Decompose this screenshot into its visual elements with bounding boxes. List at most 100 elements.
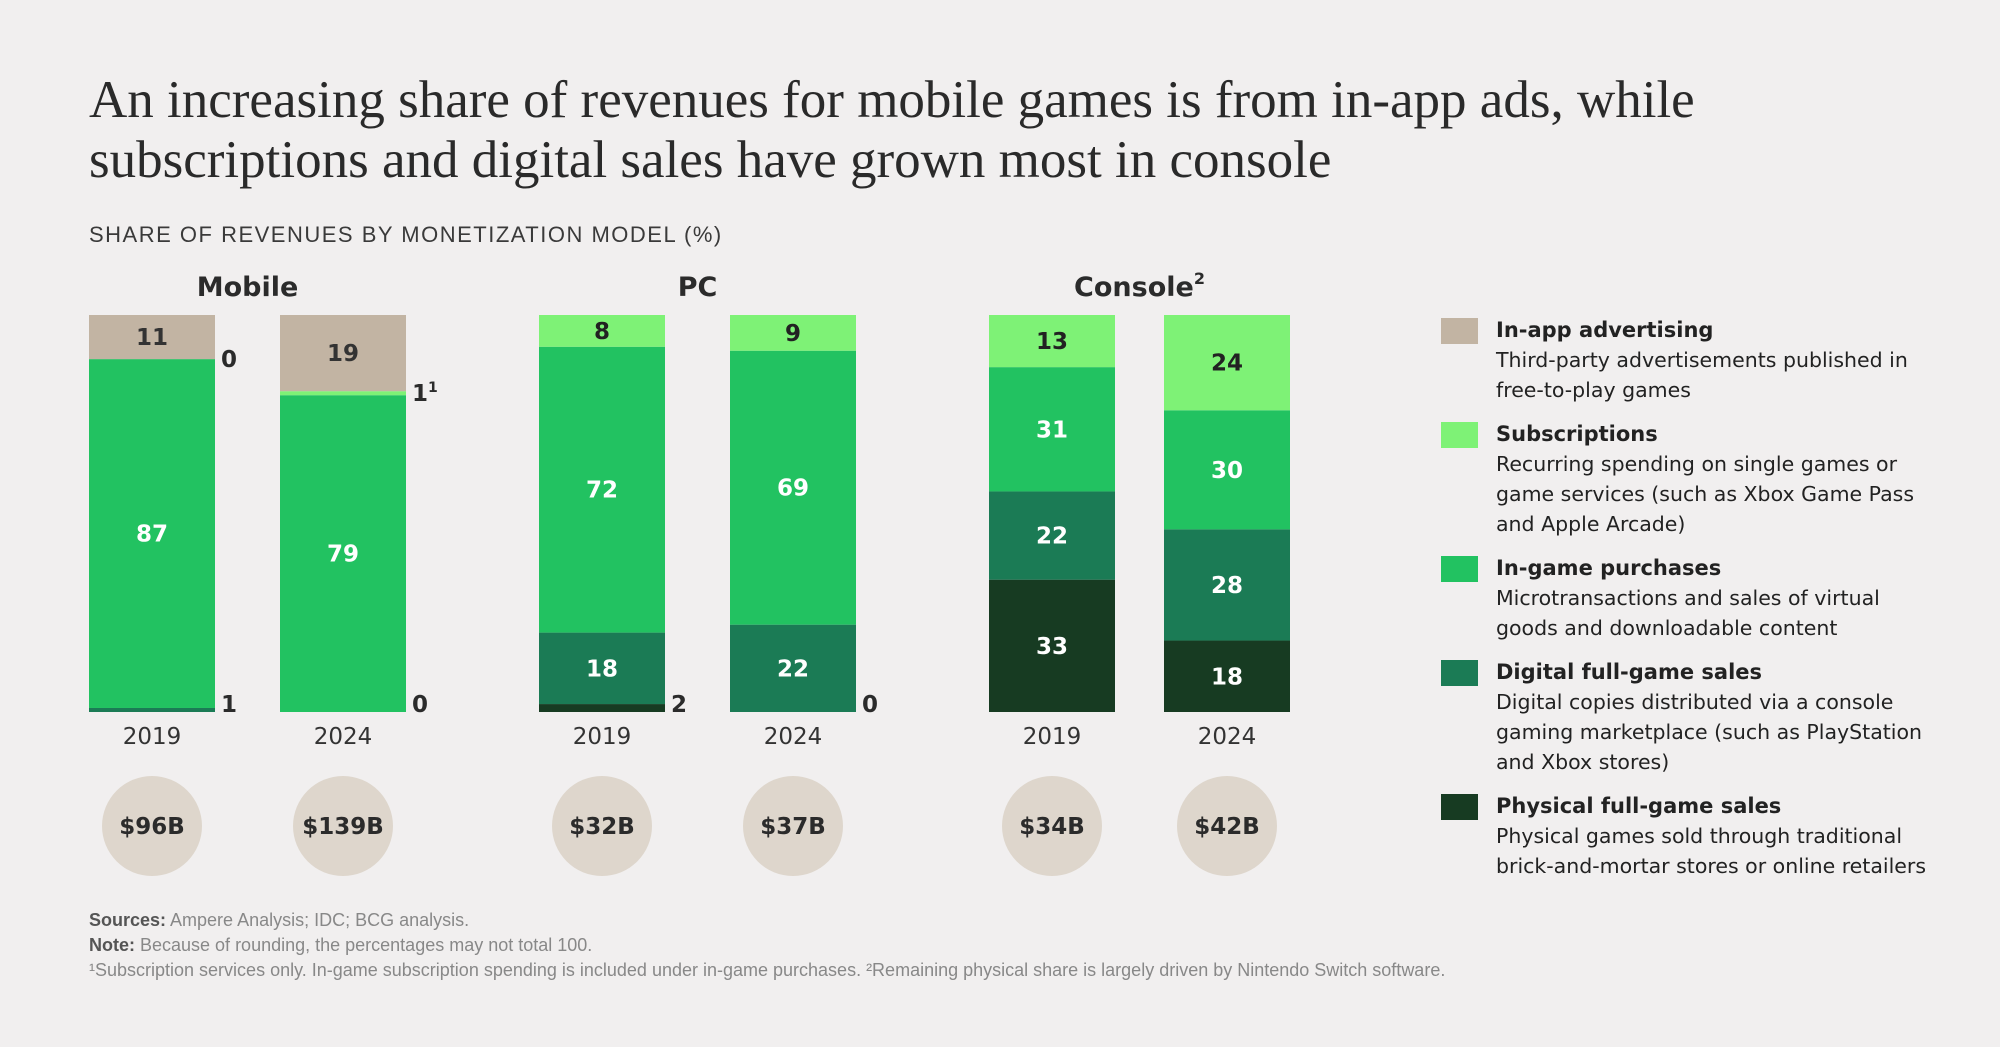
legend-description: game services (such as Xbox Game Pass [1496,482,1915,506]
group-title-superscript: 2 [1194,269,1205,288]
year-tick-label: 2019 [573,724,632,750]
bar-segment-physical-full-game [989,579,1115,712]
bar-segment-in-game-purchases [730,350,856,625]
bar-segment-digital-full-game [1164,529,1290,641]
bar-segment-digital-full-game [989,491,1115,580]
revenue-label: $34B [1019,814,1085,840]
revenue-label: $42B [1194,814,1260,840]
side-data-label: 0 [862,692,878,718]
legend-description: and Xbox stores) [1496,750,1670,774]
bar-segment-subscriptions [539,315,665,347]
legend-description: brick-and-mortar stores or online retail… [1496,854,1927,878]
revenue-circle [1002,776,1102,876]
revenue-circle [552,776,652,876]
legend-label: In-game purchases [1496,556,1722,580]
legend-item: In-game purchases Microtransactions and s… [1441,553,1961,643]
revenue-label: $96B [119,814,185,840]
data-label: 79 [327,542,359,568]
legend-swatch [1441,794,1478,820]
side-data-label: 2 [671,692,687,718]
data-label: 11 [136,325,168,351]
legend: In-app advertising Third-party advertisem… [1441,315,1961,895]
legend-description: Digital copies distributed via a console [1496,690,1894,714]
data-label: 69 [777,476,809,502]
bar-segment-digital-full-game [730,624,856,712]
data-label: 13 [1036,329,1068,355]
data-label: 30 [1211,458,1243,484]
data-label: 9 [785,321,801,347]
bar-segment-in-game-purchases [989,367,1115,492]
legend-description: free-to-play games [1496,378,1691,402]
data-label: 87 [136,522,168,548]
footnote-line: ¹Subscription services only. In-game sub… [89,960,1446,980]
year-tick-label: 2019 [123,724,182,750]
bar-segment-digital-full-game [89,707,215,712]
data-label: 8 [594,319,610,345]
legend-label: Subscriptions [1496,422,1658,446]
data-label: 28 [1211,573,1243,599]
legend-description: Physical games sold through traditional [1496,824,1903,848]
bar-segment-subscriptions [1164,315,1290,411]
bar-segment-subscriptions [280,391,406,396]
bar-segment-digital-full-game [539,632,665,705]
group-title: PC [678,272,718,303]
data-label: 33 [1036,634,1068,660]
side-data-label: 1 [221,692,237,718]
legend-item: In-app advertising Third-party advertisem… [1441,315,1961,405]
data-label: 24 [1211,351,1243,377]
data-label: 18 [586,656,618,682]
legend-description: Third-party advertisements published in [1496,348,1908,372]
revenue-label: $37B [760,814,826,840]
data-label: 72 [586,478,618,504]
bar-segment-in-app-advertising [89,315,215,360]
bar-segment-in-game-purchases [89,359,215,708]
legend-label: Digital full-game sales [1496,660,1763,684]
bar-segment-in-game-purchases [280,395,406,712]
year-tick-label: 2024 [764,724,823,750]
chart-title: An increasing share of revenues for mobi… [89,71,1695,189]
legend-description: gaming marketplace (such as PlayStation [1496,720,1923,744]
side-data-label: 0 [412,692,428,718]
side-data-label: 0 [221,347,237,373]
group-title: Console2 [1074,269,1205,303]
bar-segment-in-game-purchases [539,346,665,633]
bar-segment-subscriptions [730,315,856,351]
legend-label: In-app advertising [1496,318,1714,342]
data-label: 19 [327,341,359,367]
revenue-circle [743,776,843,876]
year-tick-label: 2024 [1198,724,1257,750]
legend-label: Physical full-game sales [1496,794,1782,818]
legend-description: and Apple Arcade) [1496,512,1686,536]
legend-swatch [1441,318,1478,344]
legend-description: goods and downloadable content [1496,616,1838,640]
side-data-label: 11 [412,380,438,407]
data-label: 31 [1036,417,1068,443]
revenue-circle [293,776,393,876]
footnote-marker: 1 [428,380,438,396]
legend-swatch [1441,660,1478,686]
bar-segment-in-game-purchases [1164,410,1290,530]
legend-item: Subscriptions Recurring spending on singl… [1441,419,1961,539]
stacked-bar-chart: Mobile8711102019$96B79190112024$139BPC18… [89,269,1290,876]
data-label: 18 [1211,664,1243,690]
data-label: 22 [777,656,809,682]
year-tick-label: 2019 [1023,724,1082,750]
revenue-label: $139B [302,814,384,840]
legend-swatch [1441,422,1478,448]
bar-segment-in-app-advertising [280,315,406,392]
footnotes: Sources: Ampere Analysis; IDC; BCG analy… [89,908,1939,983]
revenue-circle [102,776,202,876]
group-title: Mobile [197,272,299,303]
legend-swatch [1441,556,1478,582]
bar-segment-physical-full-game [1164,640,1290,712]
sources-line: Sources: Ampere Analysis; IDC; BCG analy… [89,910,470,930]
year-tick-label: 2024 [314,724,373,750]
bar-segment-physical-full-game [539,704,665,712]
revenue-circle [1177,776,1277,876]
legend-description: Recurring spending on single games or [1496,452,1898,476]
legend-item: Digital full-game sales Digital copies di… [1441,657,1961,777]
legend-item: Physical full-game sales Physical games s… [1441,791,1961,881]
note-line: Note: Because of rounding, the percentag… [89,935,593,955]
data-label: 22 [1036,524,1068,550]
bar-segment-subscriptions [989,315,1115,368]
